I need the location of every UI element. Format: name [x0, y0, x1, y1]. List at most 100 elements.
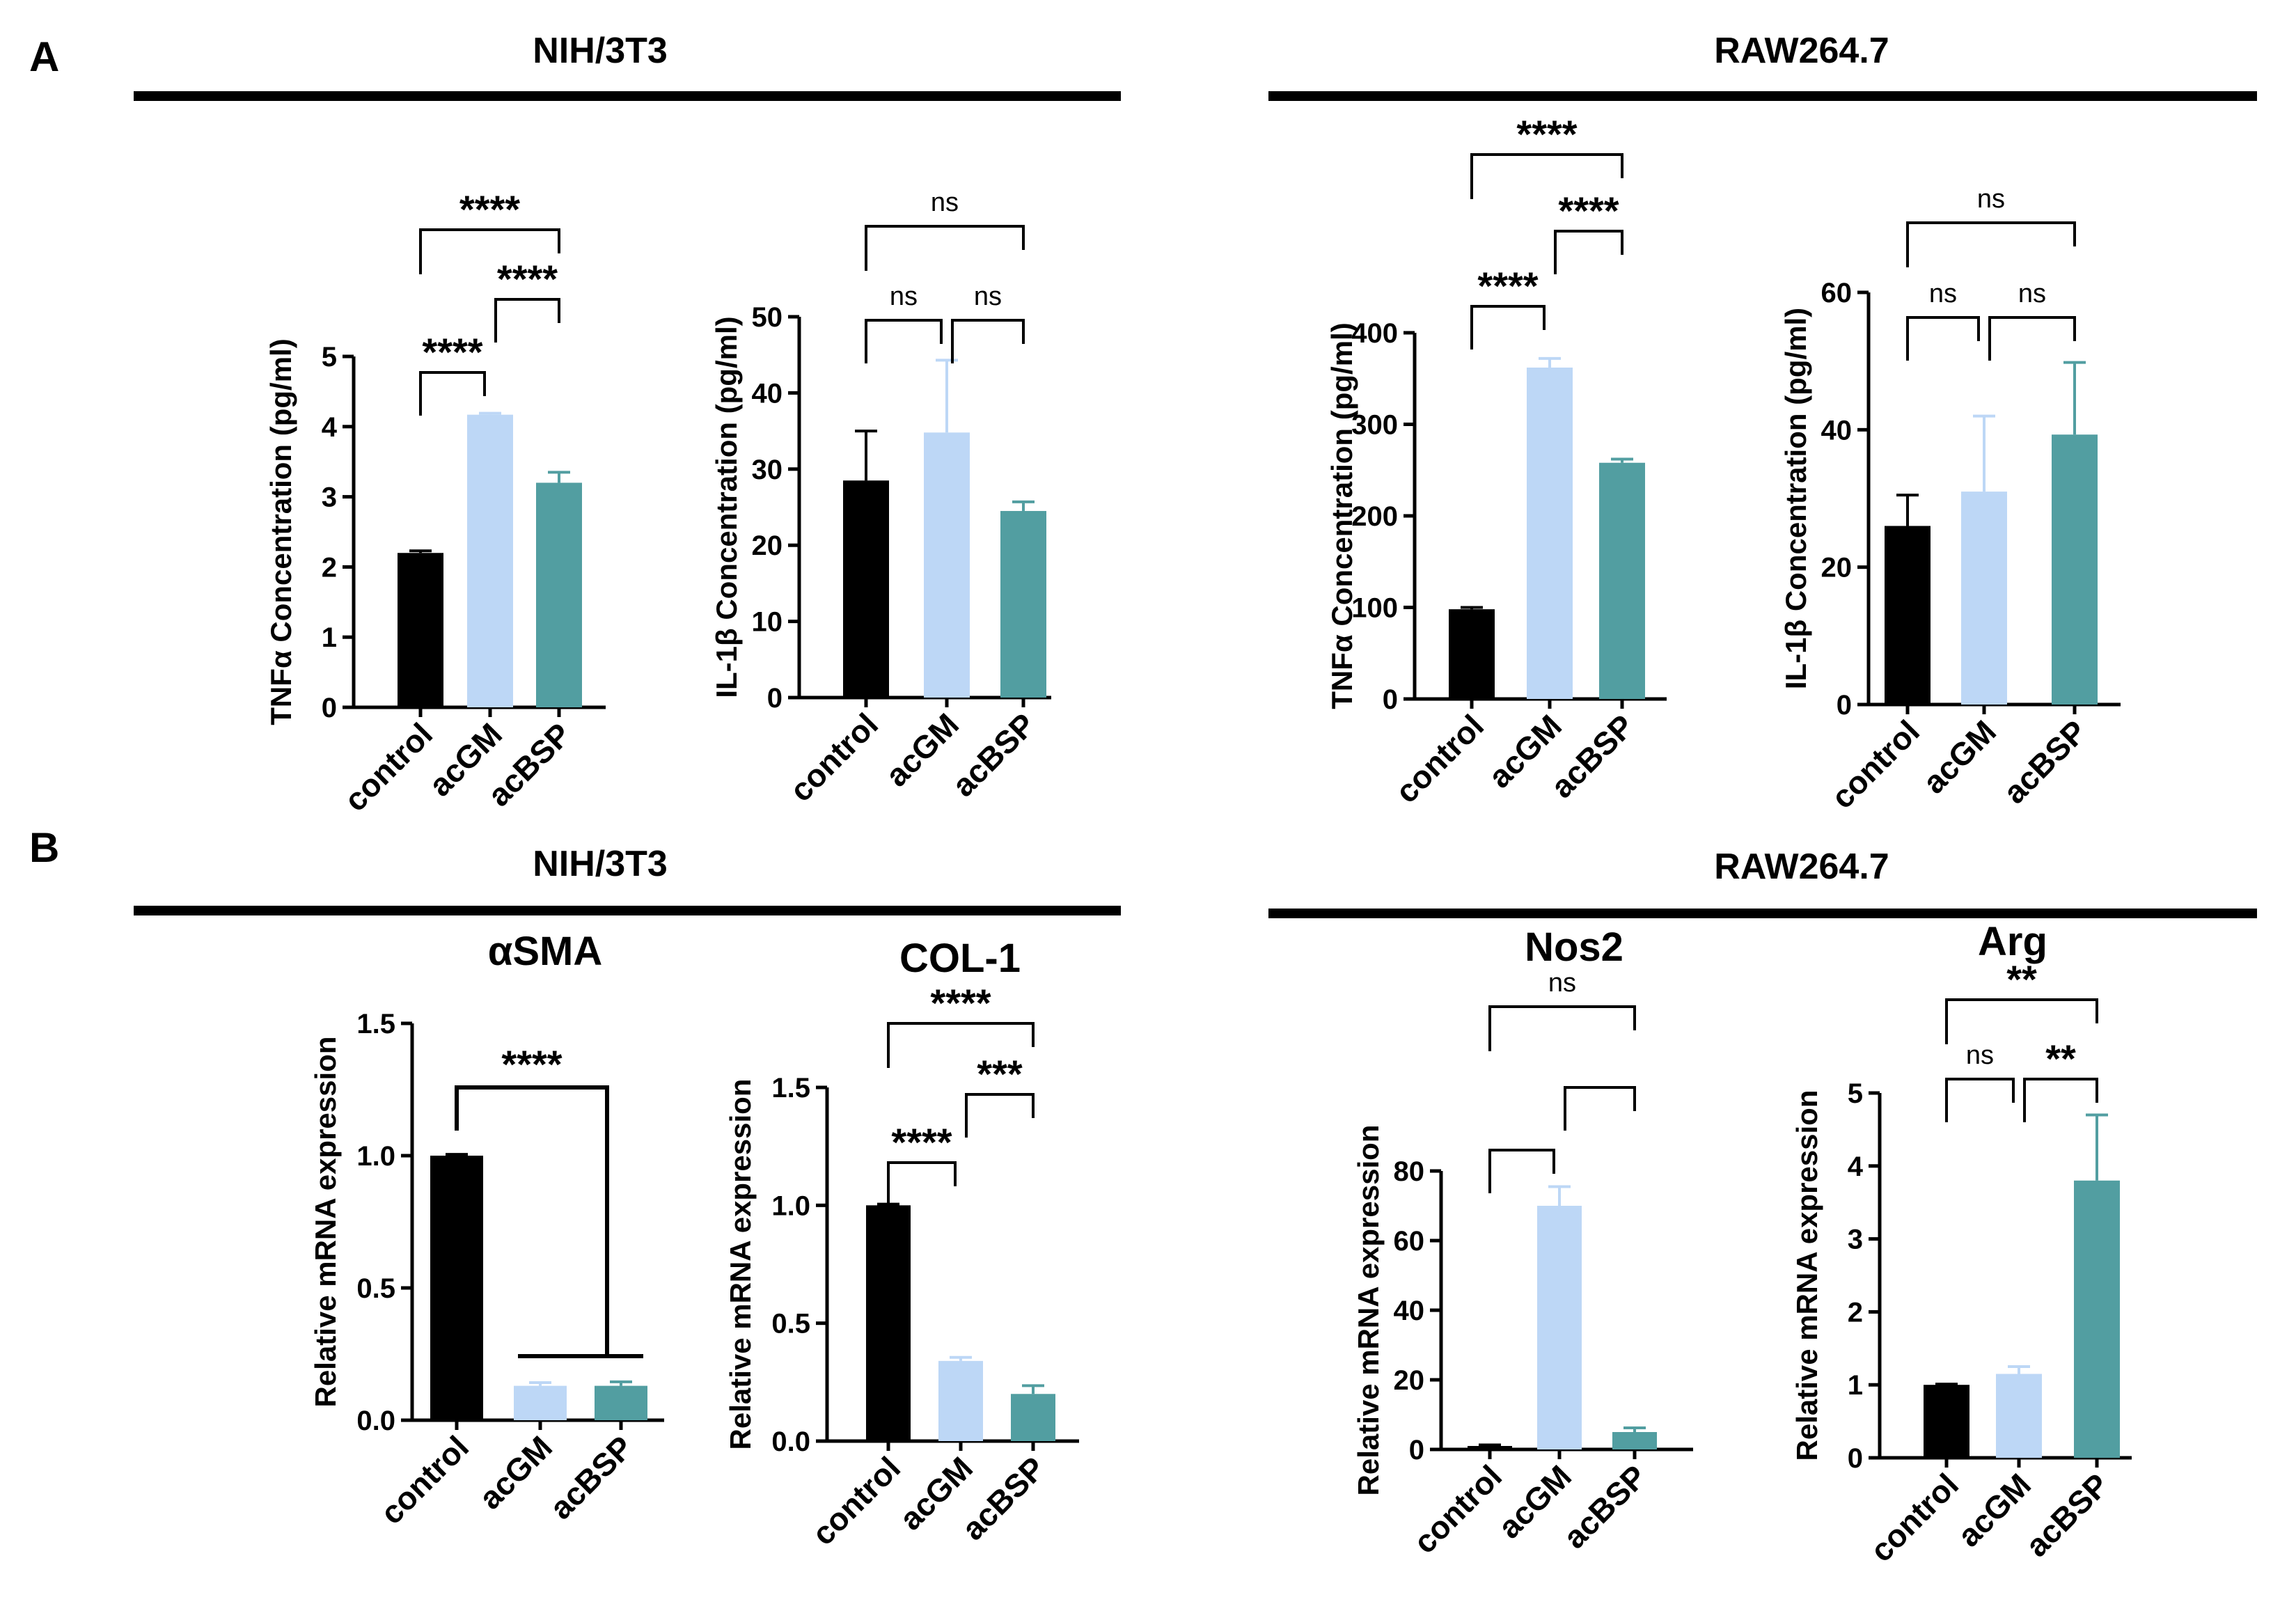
chart-a4: 0 20 40 60 IL-1β Concentration (pg/ml) contro…: [1779, 184, 2121, 815]
bar-acBSP: [1612, 1432, 1657, 1449]
bar-control: [398, 553, 443, 707]
significance-bracket: [887, 1161, 957, 1206]
y-tick-label: 0: [767, 683, 783, 714]
bar-acBSP: [595, 1385, 647, 1420]
chart-b4: Arg 0 1 2 3 4 5 Relative mRNA expression control…: [1791, 919, 2132, 1568]
significance-label: ****: [422, 330, 482, 374]
significance-bracket: [1945, 1078, 2015, 1122]
y-tick-label: 40: [1394, 1296, 1425, 1326]
x-tick-label-control: control: [337, 716, 439, 818]
y-tick-label: 1: [1848, 1370, 1863, 1401]
bar-acGM: [938, 1360, 983, 1441]
x-tick-label-control: control: [1388, 707, 1491, 810]
bar-acBSP: [1011, 1394, 1055, 1441]
chart-title: COL-1: [899, 936, 1021, 981]
significance-bracket: [1470, 153, 1623, 199]
significance-label: ****: [891, 1120, 952, 1164]
significance-label: ****: [459, 187, 520, 231]
y-tick-label: 30: [752, 455, 783, 485]
chart-title: Nos2: [1525, 925, 1623, 970]
panel-a-letter: A: [29, 33, 59, 80]
significance-label: ns: [1548, 968, 1576, 998]
bar-acBSP: [1599, 462, 1645, 699]
panel-a-right-group-title: RAW264.7: [1714, 31, 1889, 71]
x-tick-label-control: control: [1406, 1458, 1509, 1560]
significance-label: ****: [501, 1042, 562, 1086]
significance-bracket: [1554, 230, 1623, 274]
y-axis-label: Relative mRNA expression: [724, 1079, 757, 1450]
significance-label: ns: [1977, 184, 2005, 214]
x-tick-label-control: control: [373, 1429, 475, 1531]
chart-b3: Nos2 0 20 40 60 80 Relative mRNA expression con…: [1352, 925, 1693, 1560]
significance-bracket: [1488, 1149, 1555, 1193]
significance-bracket: [865, 225, 1025, 271]
chart-title: Arg: [1978, 919, 2047, 964]
y-tick-label: 60: [1394, 1226, 1425, 1257]
bar-acBSP: [536, 482, 582, 707]
bar-control: [1449, 609, 1495, 699]
x-tick-label-control: control: [783, 706, 885, 808]
chart-title: αSMA: [488, 929, 603, 974]
x-tick-label-acBSP: acBSP: [1556, 1458, 1653, 1555]
significance-bracket: [951, 319, 1025, 363]
y-tick-label: 5: [322, 342, 337, 372]
significance-label: ****: [1558, 189, 1619, 233]
y-tick-label: 10: [752, 607, 783, 638]
bar-acGM: [514, 1385, 567, 1420]
y-tick-label: 100: [1351, 593, 1398, 624]
y-tick-label: 50: [752, 302, 783, 333]
x-tick-label-acBSP: acBSP: [1543, 707, 1641, 805]
significance-label: ns: [974, 282, 1002, 311]
significance-label: ****: [930, 981, 991, 1025]
y-tick-label: 0: [1848, 1443, 1863, 1474]
panel-b-left-group-title: NIH/3T3: [533, 844, 668, 884]
bar-acGM: [924, 432, 970, 698]
panel-a-left-group-title: NIH/3T3: [533, 31, 668, 71]
y-tick-label: 0.0: [356, 1406, 395, 1436]
x-tick-label-acBSP: acBSP: [954, 1449, 1052, 1547]
x-tick-label-acBSP: acBSP: [542, 1429, 640, 1526]
y-tick-label: 4: [1848, 1151, 1864, 1182]
bar-control: [1468, 1446, 1512, 1449]
y-tick-label: 80: [1394, 1156, 1425, 1187]
y-tick-label: 0.5: [771, 1309, 810, 1339]
y-axis-label: IL-1β Concentration (pg/ml): [1779, 308, 1812, 689]
bar-control: [1924, 1385, 1969, 1458]
y-tick-label: 1.5: [356, 1009, 395, 1039]
y-axis-label: IL-1β Concentration (pg/ml): [710, 316, 743, 698]
significance-label: ****: [1477, 264, 1538, 308]
panel-b-letter: B: [29, 824, 59, 871]
y-axis-label: Relative mRNA expression: [309, 1037, 342, 1408]
significance-label: ns: [1929, 279, 1957, 308]
y-tick-label: 5: [1848, 1078, 1863, 1109]
y-tick-label: 40: [752, 378, 783, 409]
bar-control: [843, 480, 889, 698]
significance-bracket: [1906, 221, 2076, 267]
y-tick-label: 20: [752, 530, 783, 561]
y-tick-label: 20: [1821, 553, 1853, 583]
significance-bracket: [419, 228, 560, 274]
bar-acBSP: [1000, 510, 1046, 698]
y-tick-label: 40: [1821, 415, 1853, 446]
x-tick-label-acBSP: acBSP: [2018, 1466, 2116, 1564]
significance-bracket: [419, 371, 486, 416]
y-tick-label: 3: [322, 482, 337, 513]
y-tick-label: 2: [1848, 1297, 1863, 1328]
bar-acGM: [1537, 1206, 1582, 1449]
bar-control: [430, 1156, 483, 1420]
significance-bracket: [965, 1093, 1035, 1138]
bar-control: [1885, 526, 1931, 705]
y-tick-label: 0: [1383, 684, 1398, 715]
bar-acGM: [1527, 367, 1573, 699]
significance-bracket: [1564, 1086, 1636, 1131]
significance-bracket: [1945, 998, 2098, 1044]
bar-acGM: [1961, 492, 2007, 705]
y-tick-label: 0.0: [771, 1426, 810, 1457]
bar-acGM: [467, 414, 513, 707]
y-tick-label: 0: [1837, 690, 1852, 721]
bar-control: [866, 1205, 911, 1441]
